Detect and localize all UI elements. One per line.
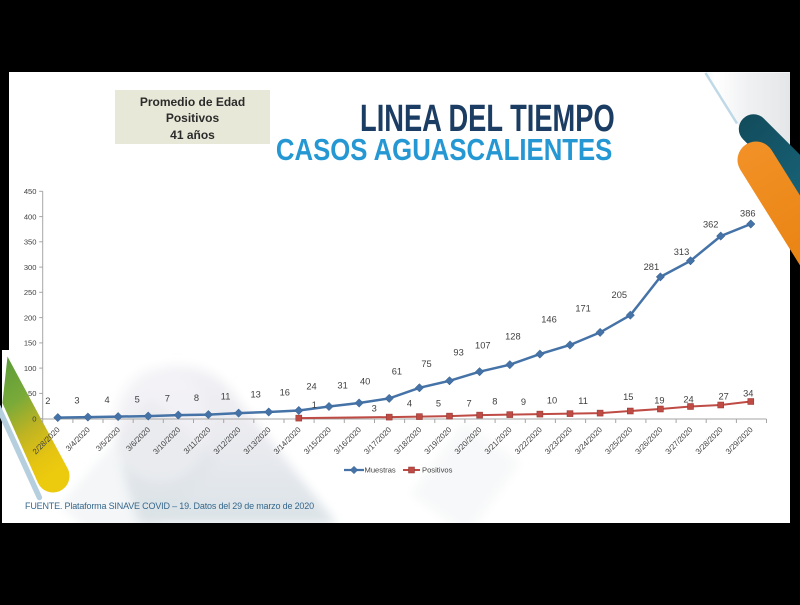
svg-text:7: 7 [467,398,472,408]
svg-text:171: 171 [575,304,591,314]
svg-text:250: 250 [24,288,37,297]
svg-text:50: 50 [28,389,36,398]
svg-text:4: 4 [105,395,110,405]
svg-text:386: 386 [740,208,756,218]
svg-text:2: 2 [45,396,50,406]
svg-text:3: 3 [74,395,79,405]
svg-text:200: 200 [24,313,37,322]
svg-text:31: 31 [337,380,347,390]
svg-text:13: 13 [251,389,261,399]
svg-text:300: 300 [24,263,37,272]
svg-text:146: 146 [541,314,557,324]
svg-text:34: 34 [743,388,753,398]
svg-text:11: 11 [221,391,231,401]
svg-text:100: 100 [24,364,37,373]
svg-text:205: 205 [612,290,628,300]
svg-text:11: 11 [578,396,588,406]
svg-text:3: 3 [372,403,377,413]
svg-text:27: 27 [719,391,729,401]
svg-text:0: 0 [32,414,36,423]
svg-text:9: 9 [521,397,526,407]
svg-text:5: 5 [135,394,140,404]
svg-text:5: 5 [436,398,441,408]
svg-text:10: 10 [547,395,557,405]
svg-text:75: 75 [421,359,431,369]
svg-text:7: 7 [165,393,170,403]
svg-text:40: 40 [360,376,370,386]
svg-text:313: 313 [674,247,690,257]
svg-text:281: 281 [644,262,660,272]
svg-text:362: 362 [703,219,719,229]
svg-text:107: 107 [475,341,491,351]
svg-text:400: 400 [24,212,37,221]
svg-text:15: 15 [623,392,633,402]
svg-text:61: 61 [392,366,402,376]
svg-text:8: 8 [492,396,497,406]
svg-text:19: 19 [654,395,664,405]
svg-text:16: 16 [280,387,290,397]
svg-text:1: 1 [312,400,317,410]
svg-text:Muestras: Muestras [365,466,396,475]
svg-text:450: 450 [24,187,37,196]
svg-text:93: 93 [453,348,463,358]
svg-text:150: 150 [24,339,37,348]
svg-text:4: 4 [407,398,412,408]
svg-text:128: 128 [505,331,521,341]
svg-text:24: 24 [306,381,316,391]
svg-text:350: 350 [24,238,37,247]
svg-text:24: 24 [683,394,693,404]
svg-text:8: 8 [194,393,199,403]
svg-text:Positivos: Positivos [422,466,453,475]
